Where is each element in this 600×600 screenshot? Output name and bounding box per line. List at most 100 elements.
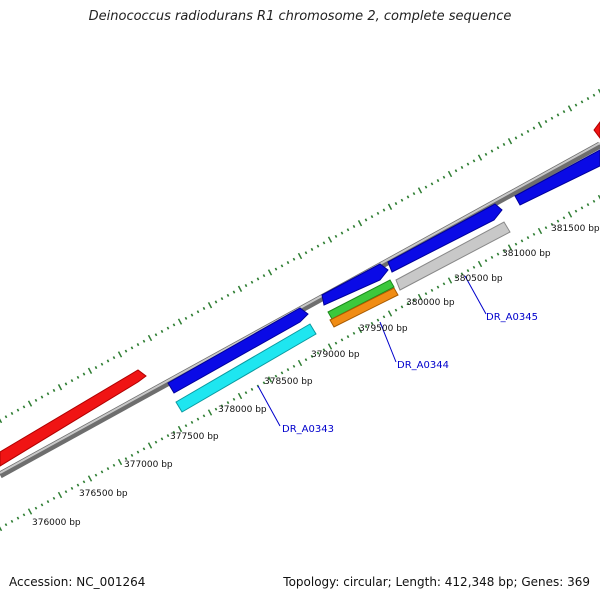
minor-tick bbox=[502, 142, 506, 146]
major-tick bbox=[507, 244, 513, 251]
feature-blue-3[interactable] bbox=[387, 203, 503, 273]
minor-tick bbox=[352, 331, 356, 335]
minor-tick bbox=[226, 401, 230, 405]
feature-red-forward[interactable] bbox=[0, 369, 147, 467]
minor-tick bbox=[316, 244, 320, 248]
position-label: 377500 bp bbox=[170, 432, 219, 442]
major-tick bbox=[477, 260, 483, 268]
gene-label-DR_A0345[interactable]: DR_A0345 bbox=[486, 312, 538, 323]
minor-tick bbox=[562, 216, 566, 220]
feature-orange[interactable] bbox=[329, 287, 399, 328]
minor-tick bbox=[160, 437, 164, 441]
minor-tick bbox=[160, 329, 164, 333]
inner-tick-track bbox=[0, 194, 600, 532]
position-label: 379000 bp bbox=[311, 350, 360, 360]
minor-tick bbox=[16, 516, 20, 520]
minor-tick bbox=[472, 265, 476, 269]
minor-tick bbox=[490, 149, 494, 153]
minor-tick bbox=[550, 222, 554, 226]
major-tick bbox=[357, 220, 363, 227]
minor-tick bbox=[304, 251, 308, 255]
feature-red-forward-end[interactable] bbox=[593, 121, 600, 139]
minor-tick bbox=[22, 405, 26, 409]
gene-label-line-2 bbox=[379, 321, 397, 363]
minor-tick bbox=[412, 192, 416, 196]
minor-tick bbox=[292, 364, 296, 368]
minor-tick bbox=[226, 293, 230, 297]
feature-blue-4[interactable] bbox=[514, 149, 600, 206]
minor-tick bbox=[454, 169, 458, 173]
minor-tick bbox=[292, 257, 296, 261]
minor-tick bbox=[352, 224, 356, 228]
major-tick bbox=[27, 508, 33, 515]
major-tick bbox=[177, 318, 183, 325]
position-label: 380500 bp bbox=[454, 274, 503, 284]
minor-tick bbox=[466, 269, 470, 273]
minor-tick bbox=[214, 407, 218, 411]
feature-blue-2[interactable] bbox=[321, 263, 389, 306]
position-label: 381000 bp bbox=[502, 249, 551, 259]
minor-tick bbox=[496, 252, 500, 256]
minor-tick bbox=[64, 490, 68, 494]
outer-tick-track bbox=[0, 88, 600, 424]
major-tick bbox=[87, 475, 93, 482]
gene-label-line-3 bbox=[464, 275, 487, 315]
major-tick bbox=[387, 203, 393, 210]
minor-tick bbox=[436, 179, 440, 183]
minor-tick bbox=[556, 113, 560, 117]
major-tick bbox=[237, 285, 243, 292]
minor-tick bbox=[244, 391, 248, 395]
minor-tick bbox=[544, 226, 548, 230]
minor-tick bbox=[94, 473, 98, 477]
gene-label-DR_A0344[interactable]: DR_A0344 bbox=[397, 360, 449, 371]
minor-tick bbox=[220, 297, 224, 301]
minor-tick bbox=[112, 463, 116, 467]
minor-tick bbox=[376, 318, 380, 322]
minor-tick bbox=[232, 397, 236, 401]
major-tick bbox=[597, 88, 600, 94]
minor-tick bbox=[4, 415, 8, 419]
minor-tick bbox=[136, 343, 140, 347]
minor-tick bbox=[190, 313, 194, 317]
minor-tick bbox=[442, 175, 446, 179]
minor-tick bbox=[46, 500, 50, 504]
feature-green[interactable] bbox=[327, 279, 395, 320]
minor-tick bbox=[574, 103, 578, 107]
minor-tick bbox=[550, 116, 554, 120]
minor-tick bbox=[484, 152, 488, 156]
minor-tick bbox=[70, 379, 74, 383]
major-tick bbox=[387, 310, 393, 317]
minor-tick bbox=[484, 259, 488, 263]
minor-tick bbox=[274, 267, 278, 271]
minor-tick bbox=[580, 100, 584, 104]
major-tick bbox=[177, 425, 183, 433]
minor-tick bbox=[562, 110, 566, 114]
minor-tick bbox=[394, 308, 398, 312]
minor-tick bbox=[64, 382, 68, 386]
feature-blue-1[interactable] bbox=[167, 307, 309, 394]
minor-tick bbox=[4, 523, 8, 527]
major-tick bbox=[147, 334, 153, 342]
minor-tick bbox=[184, 316, 188, 320]
major-tick bbox=[537, 227, 543, 235]
major-tick bbox=[147, 442, 153, 449]
major-tick bbox=[447, 170, 453, 178]
major-tick bbox=[597, 194, 600, 200]
minor-tick bbox=[76, 483, 80, 487]
minor-tick bbox=[70, 486, 74, 490]
minor-tick bbox=[382, 208, 386, 212]
minor-tick bbox=[280, 264, 284, 268]
minor-tick bbox=[316, 351, 320, 355]
topology-summary: Topology: circular; Length: 412,348 bp; … bbox=[283, 575, 590, 589]
minor-tick bbox=[184, 424, 188, 428]
minor-tick bbox=[250, 387, 254, 391]
minor-tick bbox=[322, 241, 326, 245]
minor-tick bbox=[574, 209, 578, 213]
minor-tick bbox=[442, 282, 446, 286]
feature-gray[interactable] bbox=[395, 221, 511, 291]
minor-tick bbox=[172, 430, 176, 434]
gene-label-DR_A0343[interactable]: DR_A0343 bbox=[282, 424, 334, 435]
major-tick bbox=[417, 187, 423, 194]
feature-cyan[interactable] bbox=[175, 323, 317, 413]
